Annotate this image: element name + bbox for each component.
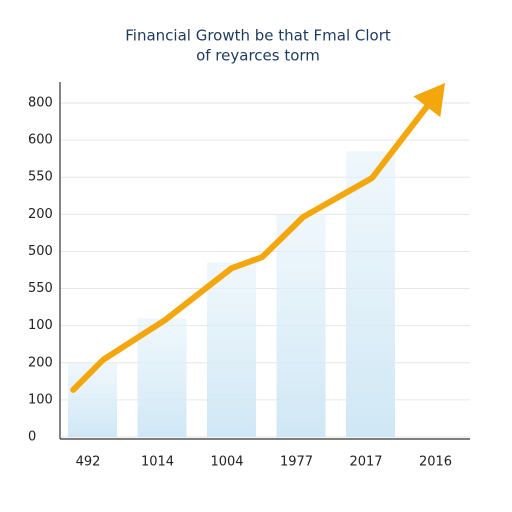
x-tick-label: 2016	[419, 455, 452, 470]
y-tick-label: 200	[28, 355, 53, 370]
bar	[68, 362, 117, 437]
bar	[137, 318, 187, 437]
y-tick-label: 500	[28, 244, 53, 259]
x-tick-label: 1014	[141, 455, 174, 470]
bar	[207, 262, 256, 437]
y-tick-label: 100	[28, 392, 53, 407]
arrow-head	[413, 82, 446, 118]
y-tick-label: 200	[28, 207, 53, 222]
x-tick-label: 1004	[210, 455, 243, 470]
line	[70, 103, 430, 393]
x-tick-label: 1977	[280, 455, 313, 470]
y-tick-label: 550	[28, 170, 53, 185]
y-tick-label: 550	[28, 281, 53, 296]
y-tick-label: 800	[28, 96, 53, 111]
chart-title: Financial Growth be that Fmal Clort	[125, 27, 391, 45]
chart-subtitle: of reyarces torm	[196, 47, 320, 65]
y-tick-label: 0	[28, 430, 36, 445]
bar	[346, 151, 395, 437]
x-tick-label: 492	[76, 455, 101, 470]
x-tick-label: 2017	[349, 455, 382, 470]
y-tick-label: 600	[28, 133, 53, 148]
y-tick-label: 100	[28, 318, 53, 333]
bar	[276, 214, 326, 437]
